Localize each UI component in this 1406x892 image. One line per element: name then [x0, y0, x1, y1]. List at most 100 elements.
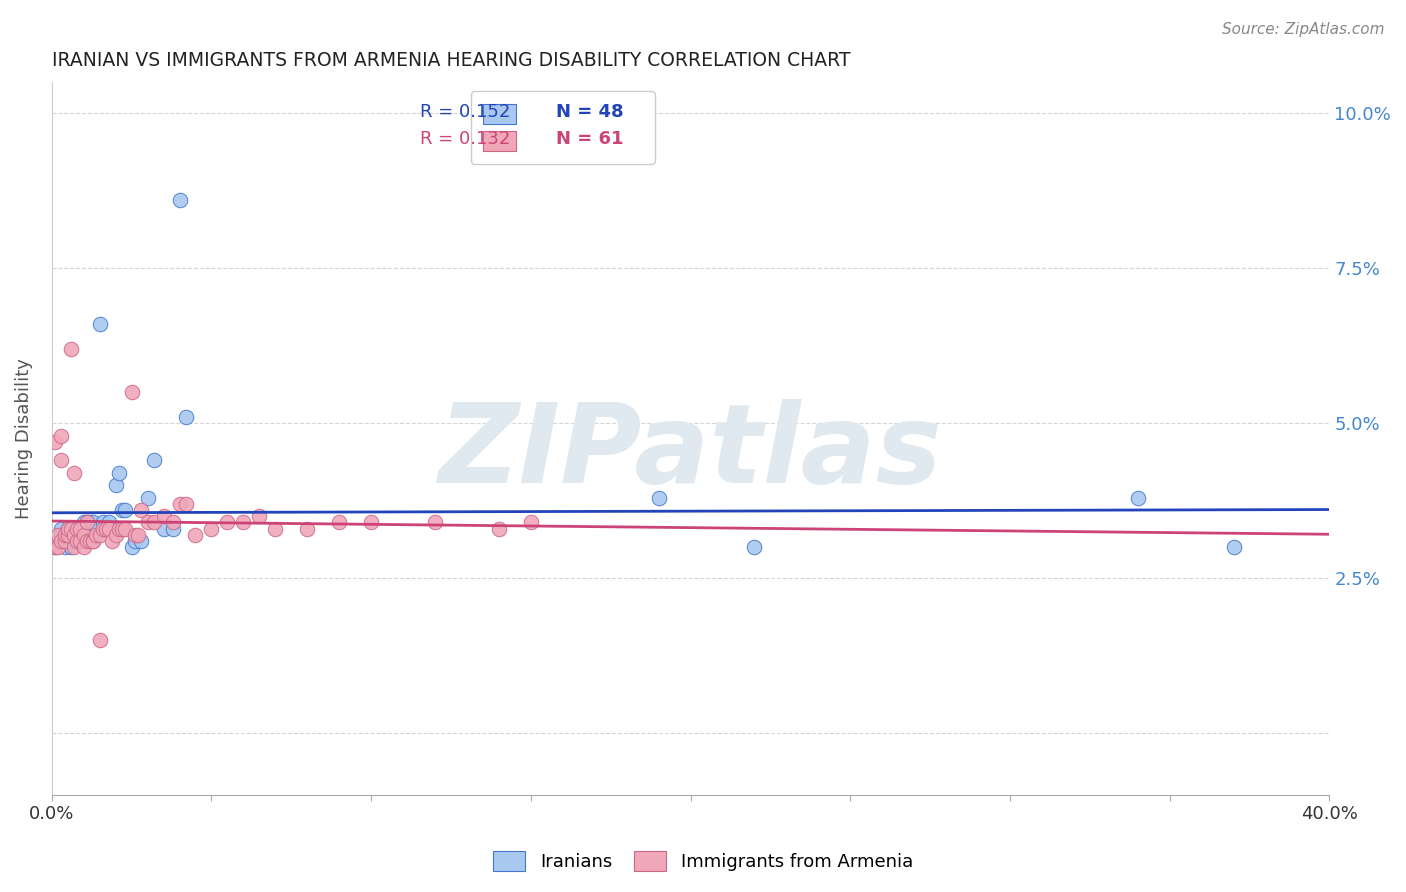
Point [520, 516, 543, 530]
Point [66, 528, 89, 542]
Point [89, 317, 111, 331]
Point [108, 466, 131, 480]
Point [121, 385, 143, 400]
Point [94, 522, 117, 536]
Y-axis label: Hearing Disability: Hearing Disability [15, 359, 32, 519]
Point [73, 528, 96, 542]
Point [73, 540, 96, 554]
Point [44, 540, 66, 554]
Point [46, 540, 69, 554]
Point [56, 528, 79, 542]
Legend: Iranians, Immigrants from Armenia: Iranians, Immigrants from Armenia [485, 844, 921, 879]
Point [73, 522, 96, 536]
Text: N = 48: N = 48 [557, 103, 624, 121]
Point [162, 516, 184, 530]
Point [129, 503, 152, 517]
Point [79, 533, 101, 548]
Point [174, 410, 197, 425]
Point [53, 528, 76, 542]
Point [169, 193, 191, 207]
Point [104, 478, 127, 492]
Point [89, 528, 111, 542]
Point [91, 516, 114, 530]
Point [51, 533, 73, 548]
Point [143, 453, 166, 467]
Point [73, 516, 96, 530]
Point [69, 533, 91, 548]
Point [104, 528, 127, 542]
Point [59, 522, 82, 536]
Point [1222, 540, 1244, 554]
Point [51, 453, 73, 467]
Point [56, 528, 79, 542]
Point [136, 516, 159, 530]
Point [152, 522, 174, 536]
Point [56, 522, 79, 536]
Point [82, 533, 104, 548]
Point [360, 516, 382, 530]
Point [69, 522, 91, 536]
Point [66, 522, 89, 536]
Point [82, 528, 104, 542]
Point [89, 633, 111, 648]
Point [76, 533, 98, 548]
Point [51, 428, 73, 442]
Point [86, 522, 108, 536]
Point [46, 533, 69, 548]
Point [174, 497, 197, 511]
Point [59, 533, 82, 548]
Point [101, 533, 124, 548]
Point [82, 516, 104, 530]
Point [53, 540, 76, 554]
Point [63, 540, 86, 554]
Point [124, 528, 146, 542]
Point [124, 533, 146, 548]
Point [200, 522, 222, 536]
Point [51, 528, 73, 542]
Point [76, 522, 98, 536]
Point [111, 522, 134, 536]
Point [98, 516, 121, 530]
Point [136, 491, 159, 505]
Text: IRANIAN VS IMMIGRANTS FROM ARMENIA HEARING DISABILITY CORRELATION CHART: IRANIAN VS IMMIGRANTS FROM ARMENIA HEARI… [52, 51, 851, 70]
Point [91, 522, 114, 536]
Point [328, 516, 350, 530]
Point [79, 516, 101, 530]
Point [101, 522, 124, 536]
Text: N = 61: N = 61 [557, 130, 624, 148]
Point [59, 342, 82, 356]
Point [744, 540, 766, 554]
Point [423, 516, 446, 530]
Point [76, 516, 98, 530]
Point [108, 522, 131, 536]
Point [53, 533, 76, 548]
Point [114, 522, 136, 536]
Point [44, 434, 66, 449]
Point [82, 533, 104, 548]
Point [69, 528, 91, 542]
Text: R = 0.132: R = 0.132 [420, 130, 510, 148]
Point [44, 540, 66, 554]
Point [127, 528, 149, 542]
Point [169, 497, 191, 511]
Point [129, 533, 152, 548]
Point [152, 509, 174, 524]
Point [143, 516, 166, 530]
Point [1126, 491, 1149, 505]
Point [63, 522, 86, 536]
Point [66, 522, 89, 536]
Point [86, 528, 108, 542]
Point [217, 516, 239, 530]
Point [264, 522, 287, 536]
Point [63, 528, 86, 542]
Point [247, 509, 270, 524]
Point [94, 522, 117, 536]
Point [114, 503, 136, 517]
Legend: placeholder1, placeholder2: placeholder1, placeholder2 [471, 91, 655, 163]
Point [76, 516, 98, 530]
Point [162, 522, 184, 536]
Point [56, 528, 79, 542]
Text: ZIPatlas: ZIPatlas [439, 400, 942, 507]
Point [488, 522, 510, 536]
Point [63, 466, 86, 480]
